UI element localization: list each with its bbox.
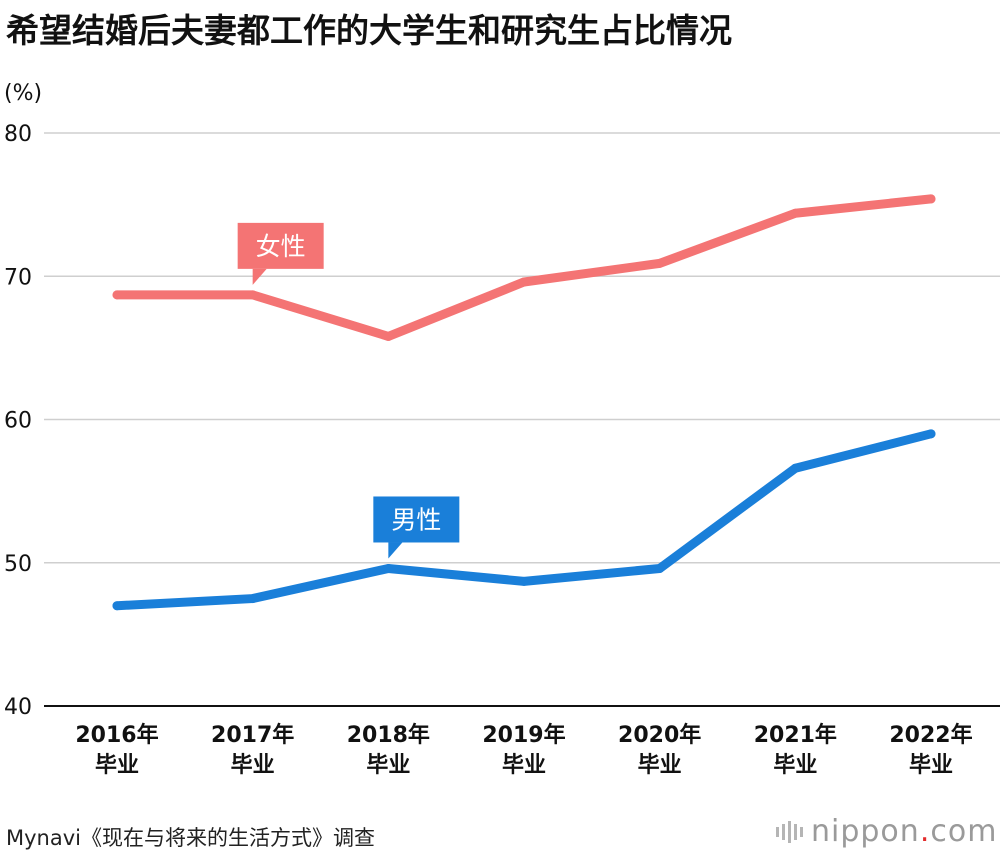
data-point-0-5 — [790, 208, 800, 218]
callout-box-1 — [373, 496, 460, 543]
x-tick-label-6-0: 2022年 — [889, 722, 972, 748]
x-tick-label-2-0: 2018年 — [347, 722, 430, 748]
data-point-0-1 — [248, 290, 258, 300]
x-tick-label-3-0: 2019年 — [482, 722, 565, 748]
data-point-1-3 — [519, 576, 529, 586]
x-tick-label-3-1: 毕业 — [502, 753, 546, 778]
x-tick-label-1-1: 毕业 — [231, 753, 275, 778]
callout-pointer-0 — [252, 268, 267, 285]
nippon-logo: nippon.com — [776, 814, 997, 849]
y-tick-label-50: 50 — [4, 552, 32, 577]
data-point-1-1 — [248, 594, 258, 604]
x-tick-label-6-1: 毕业 — [909, 753, 953, 778]
x-tick-label-5-0: 2021年 — [754, 722, 837, 748]
y-tick-label-60: 60 — [4, 409, 32, 434]
series-label-0: 女性 — [256, 232, 306, 261]
x-tick-label-4-0: 2020年 — [618, 722, 701, 748]
x-tick-label-0-1: 毕业 — [95, 753, 139, 778]
y-axis-unit: (%) — [4, 81, 42, 106]
source-note: Mynavi《现在与将来的生活方式》调查 — [6, 826, 375, 850]
data-point-1-5 — [790, 463, 800, 473]
series-lines — [112, 194, 936, 611]
series-label-1: 男性 — [391, 505, 441, 534]
data-point-0-2 — [383, 331, 393, 341]
x-tick-label-5-1: 毕业 — [773, 753, 817, 778]
x-tick-label-1-0: 2017年 — [211, 722, 294, 748]
logo-bars-icon — [776, 820, 803, 843]
data-point-0-4 — [655, 258, 665, 268]
x-tick-label-0-0: 2016年 — [75, 722, 158, 748]
data-point-0-0 — [112, 290, 122, 300]
y-tick-label-70: 70 — [4, 265, 32, 290]
data-point-1-4 — [655, 563, 665, 573]
data-point-0-3 — [519, 277, 529, 287]
data-point-1-0 — [112, 601, 122, 611]
x-tick-label-2-1: 毕业 — [366, 753, 410, 778]
data-point-1-2 — [383, 563, 393, 573]
y-tick-label-80: 80 — [4, 122, 32, 147]
grid-lines — [44, 132, 1000, 707]
data-point-0-6 — [926, 194, 936, 204]
x-tick-label-4-1: 毕业 — [638, 753, 682, 778]
data-point-1-6 — [926, 429, 936, 439]
y-axis: (%) 40 50 60 70 80 — [4, 81, 42, 720]
callout-box-0 — [237, 222, 324, 269]
y-tick-label-40: 40 — [4, 695, 32, 720]
chart-title: 希望结婚后夫妻都工作的大学生和研究生占比情况 — [6, 11, 732, 50]
logo-text: nippon.com — [811, 814, 998, 849]
callout-pointer-1 — [388, 542, 403, 559]
